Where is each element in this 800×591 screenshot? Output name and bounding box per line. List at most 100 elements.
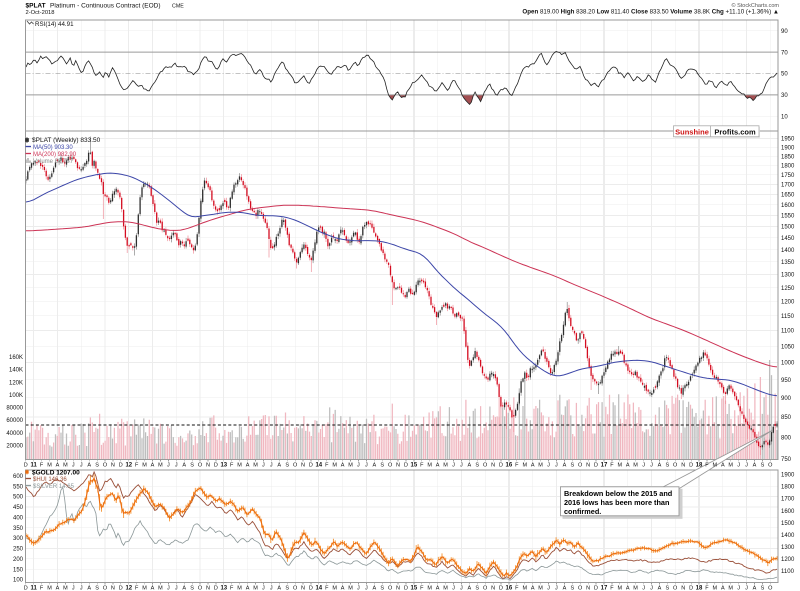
svg-text:A: A [341,463,345,469]
svg-text:S: S [285,586,289,591]
svg-text:D: D [214,586,218,591]
svg-text:N: N [111,586,115,591]
svg-text:N: N [111,463,115,469]
svg-text:F: F [230,463,234,469]
svg-text:N: N [491,586,495,591]
svg-text:250: 250 [13,547,24,553]
svg-text:12: 12 [125,463,132,469]
svg-text:1650: 1650 [781,193,795,199]
svg-text:A: A [721,463,725,469]
svg-text:80000: 80000 [6,406,23,412]
svg-text:O: O [198,463,203,469]
svg-text:12: 12 [125,586,132,591]
svg-text:O: O [293,463,298,469]
svg-text:J: J [175,586,178,591]
svg-text:M: M [142,463,147,469]
svg-text:J: J [650,463,653,469]
svg-text:90: 90 [781,29,788,35]
svg-text:O: O [103,586,108,591]
svg-text:F: F [515,463,519,469]
svg-text:A: A [87,586,91,591]
svg-text:D: D [404,586,408,591]
svg-text:600: 600 [13,474,24,480]
svg-text:550: 550 [13,484,24,490]
svg-text:1900: 1900 [781,473,795,479]
svg-text:14: 14 [315,586,322,591]
svg-text:J: J [745,586,748,591]
svg-text:A: A [182,463,186,469]
svg-text:A: A [151,463,155,469]
svg-text:D: D [404,463,408,469]
svg-text:F: F [325,463,329,469]
svg-text:M: M [158,586,163,591]
svg-text:2016 lows has been more than: 2016 lows has been more than [564,498,669,507]
svg-text:100K: 100K [9,393,23,399]
svg-text:N: N [396,463,400,469]
svg-text:A: A [626,463,630,469]
svg-text:A: A [151,586,155,591]
svg-text:13: 13 [220,586,227,591]
svg-text:J: J [452,586,455,591]
svg-text:J: J [547,586,550,591]
svg-text:Profits.com: Profits.com [714,127,756,136]
svg-text:J: J [737,586,740,591]
svg-text:D: D [24,463,28,469]
svg-text:S: S [570,586,574,591]
svg-text:1100: 1100 [781,329,795,335]
svg-text:M: M [63,463,68,469]
svg-text:1900: 1900 [781,145,795,151]
svg-text:100: 100 [13,578,24,584]
svg-text:1850: 1850 [781,154,795,160]
svg-text:A: A [341,586,345,591]
svg-text:1100: 1100 [781,569,795,575]
svg-text:A: A [56,586,60,591]
svg-text:11: 11 [31,463,38,469]
svg-text:1400: 1400 [781,533,795,539]
svg-text:J: J [175,463,178,469]
svg-text:M: M [253,586,258,591]
svg-text:120K: 120K [9,380,23,386]
svg-text:M: M [332,463,337,469]
svg-text:M: M [348,463,353,469]
svg-text:M: M [427,463,432,469]
svg-text:J: J [357,463,360,469]
svg-text:A: A [467,463,471,469]
svg-text:O: O [483,463,488,469]
svg-text:Breakdown below the 2015 and: Breakdown below the 2015 and [564,489,672,498]
svg-text:M: M [728,463,733,469]
svg-text:1500: 1500 [781,521,795,527]
svg-text:J: J [555,586,558,591]
svg-text:A: A [531,463,535,469]
svg-text:J: J [642,586,645,591]
svg-text:F: F [420,463,424,469]
svg-text:S: S [475,586,479,591]
svg-text:CME: CME [172,4,184,10]
svg-text:F: F [40,586,44,591]
svg-text:450: 450 [13,505,24,511]
svg-text:A: A [467,586,471,591]
svg-text:O: O [673,463,678,469]
svg-text:1700: 1700 [781,183,795,189]
svg-text:50: 50 [781,72,788,78]
svg-text:M: M [523,586,528,591]
svg-text:D: D [119,463,123,469]
svg-text:J: J [460,463,463,469]
svg-text:N: N [396,586,400,591]
svg-text:N: N [586,463,590,469]
svg-text:O: O [388,463,393,469]
svg-text:A: A [753,463,757,469]
svg-text:J: J [365,463,368,469]
svg-text:1400: 1400 [781,248,795,254]
svg-text:D: D [594,586,598,591]
svg-text:A: A [277,586,281,591]
svg-text:18: 18 [696,463,703,469]
svg-text:1150: 1150 [781,314,795,320]
svg-text:J: J [650,586,653,591]
svg-text:1000: 1000 [781,361,795,367]
svg-text:J: J [72,463,75,469]
svg-text:J: J [555,463,558,469]
svg-text:J: J [365,586,368,591]
svg-text:150: 150 [13,567,24,573]
svg-text:A: A [563,463,567,469]
svg-text:D: D [689,586,693,591]
